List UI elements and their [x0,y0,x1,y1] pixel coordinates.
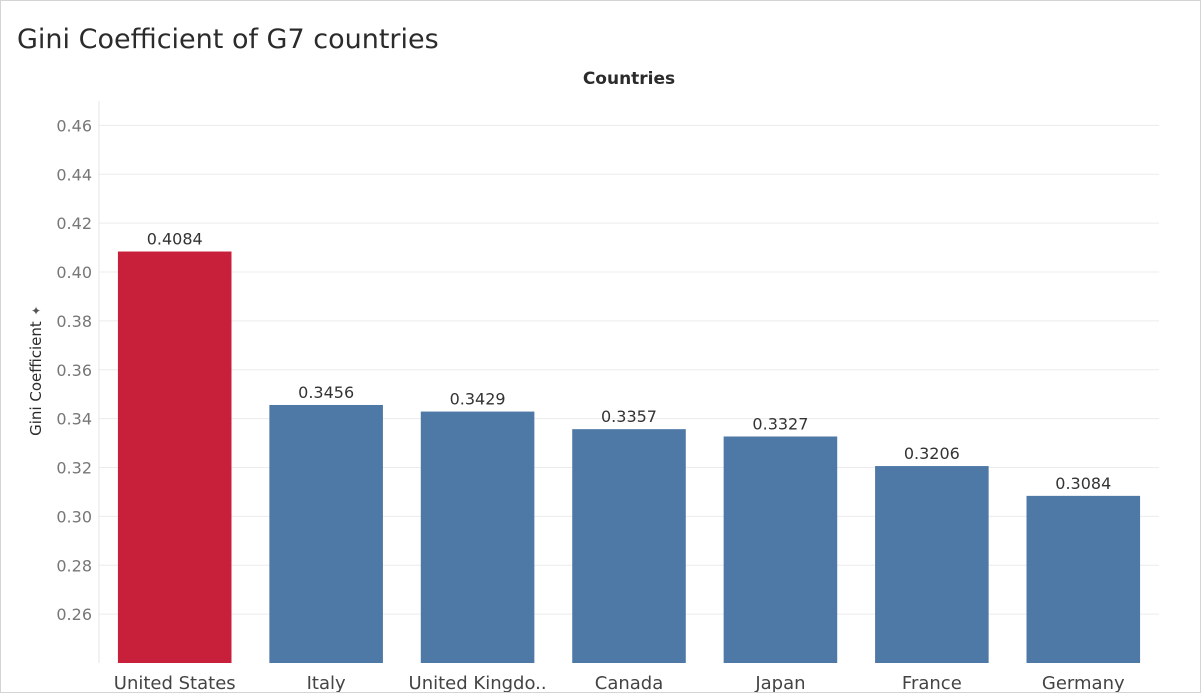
category-label: Canada [595,673,664,692]
y-tick-label: 0.46 [56,116,92,135]
data-label: 0.3084 [1055,474,1111,493]
category-label: France [902,673,962,692]
category-label: United States [114,673,236,692]
bar[interactable] [723,436,838,663]
data-label: 0.3327 [752,414,808,433]
y-tick-label: 0.34 [56,410,92,429]
bar[interactable] [875,466,989,663]
chart-title: Gini Coefficient of G7 countries [17,24,439,55]
y-tick-label: 0.40 [56,263,92,282]
y-tick-label: 0.38 [56,312,92,331]
x-axis-header: Countries [582,69,676,89]
data-label: 0.4084 [147,230,203,249]
bar[interactable] [117,251,232,664]
y-tick-label: 0.36 [56,361,92,380]
data-label: 0.3357 [601,407,657,426]
bar[interactable] [1026,495,1141,663]
bar[interactable] [572,429,686,663]
data-label: 0.3206 [904,444,960,463]
y-tick-label: 0.30 [56,507,92,526]
bar[interactable] [420,411,535,663]
y-tick-label: 0.44 [56,165,92,184]
y-tick-label: 0.42 [56,214,92,233]
category-label: Japan [754,673,805,692]
y-tick-label: 0.32 [56,459,92,478]
category-label: Germany [1042,673,1125,692]
category-label: Italy [307,673,346,692]
category-label: United Kingdo.. [409,673,547,692]
y-tick-label: 0.26 [56,605,92,624]
data-label: 0.3429 [450,390,506,409]
bar[interactable] [269,404,383,663]
y-tick-label: 0.28 [56,556,92,575]
data-label: 0.3456 [298,383,354,402]
